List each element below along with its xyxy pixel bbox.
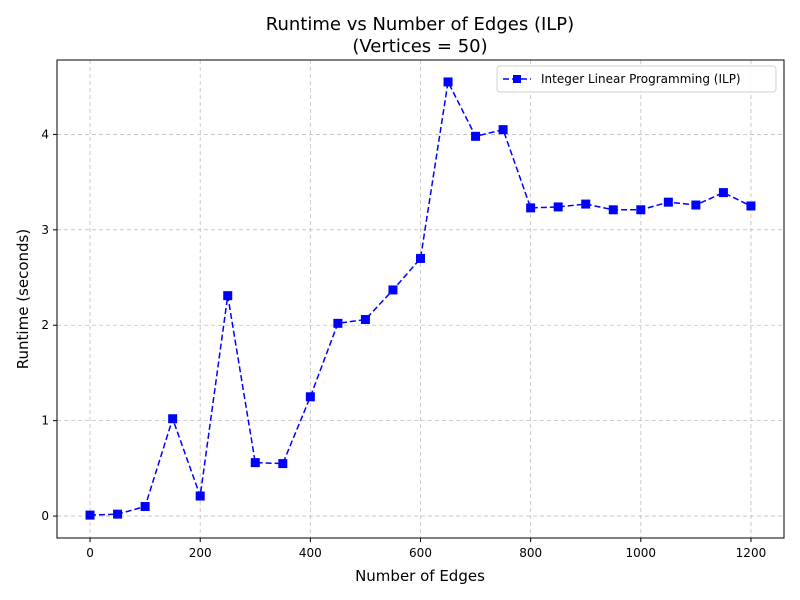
- data-point: [498, 125, 508, 135]
- data-point: [691, 200, 701, 210]
- y-axis-label: Runtime (seconds): [14, 229, 32, 369]
- data-point: [746, 201, 756, 211]
- legend-label: Integer Linear Programming (ILP): [541, 72, 741, 86]
- plot-area: 0 200 400 600 800 1000 1200 0 1 2 3 4 Integer Linear…: [41, 59, 785, 560]
- y-tick-label: 0: [41, 509, 49, 523]
- data-point: [85, 510, 95, 520]
- x-tick-label: 600: [409, 546, 432, 560]
- data-point: [360, 315, 370, 325]
- chart-subtitle: (Vertices = 50): [352, 36, 487, 57]
- data-point: [526, 203, 536, 213]
- chart-title: Runtime vs Number of Edges (ILP): [266, 14, 574, 35]
- data-point: [443, 77, 453, 87]
- y-tick-label: 3: [41, 223, 49, 237]
- data-point: [663, 197, 673, 207]
- data-point: [113, 509, 123, 519]
- x-tick-label: 800: [519, 546, 542, 560]
- data-point: [250, 458, 260, 468]
- x-tick-label: 400: [299, 546, 322, 560]
- y-tick-label: 4: [41, 127, 49, 141]
- data-point: [388, 285, 398, 295]
- x-tick-label: 200: [189, 546, 212, 560]
- data-point: [471, 131, 481, 141]
- x-tick-label: 1200: [736, 546, 767, 560]
- legend-box: [496, 65, 777, 93]
- data-point: [223, 291, 233, 301]
- data-point: [168, 414, 178, 424]
- legend-marker: [513, 75, 521, 83]
- data-point: [416, 253, 425, 263]
- data-point: [636, 205, 646, 215]
- x-axis-label: Number of Edges: [355, 567, 485, 585]
- x-tick-label: 1000: [626, 546, 657, 560]
- y-tick-label: 1: [41, 414, 49, 428]
- data-point: [553, 202, 563, 212]
- data-point: [581, 199, 591, 209]
- data-point: [608, 205, 618, 215]
- y-tick-label: 2: [41, 318, 49, 332]
- data-point: [305, 392, 315, 402]
- x-tick-label: 0: [86, 546, 94, 560]
- data-point: [278, 459, 288, 469]
- data-point: [333, 318, 343, 328]
- data-point: [718, 188, 728, 198]
- data-point: [140, 502, 150, 512]
- data-point: [195, 491, 205, 501]
